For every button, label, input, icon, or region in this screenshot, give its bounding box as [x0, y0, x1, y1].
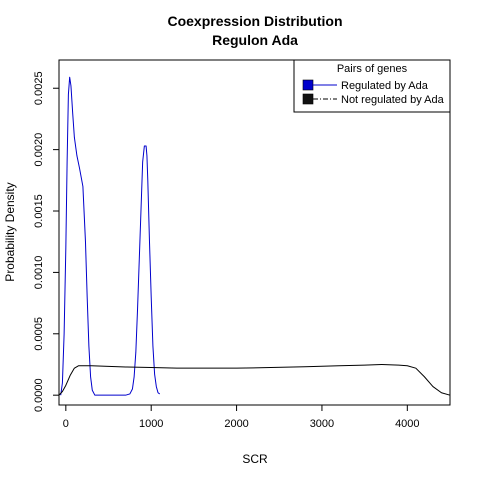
chart-subtitle: Regulon Ada: [212, 32, 298, 48]
plot-lines: [58, 76, 451, 396]
plot-frame: [58, 59, 451, 406]
y-axis-label: Probability Density: [3, 182, 17, 281]
legend-title: Pairs of genes: [337, 63, 408, 75]
x-axis: 0 1000 2000 3000 4000: [63, 405, 420, 430]
y-axis: 0.0000 0.0005 0.0010 0.0015 0.0020 0.0025: [33, 71, 59, 412]
legend-box: [293, 59, 451, 113]
y-tick-label: 0.0010: [33, 256, 45, 290]
x-tick-label: 4000: [395, 418, 419, 430]
y-tick-label: 0.0015: [33, 194, 45, 228]
legend-label-not-regulated: Not regulated by Ada: [341, 94, 445, 106]
legend: Pairs of genes Regulated by Ada Not regu…: [293, 59, 451, 113]
x-tick-label: 0: [63, 418, 69, 430]
series-line-regulated: [60, 76, 161, 396]
x-tick-label: 3000: [310, 418, 334, 430]
legend-label-regulated: Regulated by Ada: [341, 80, 429, 92]
x-tick-label: 2000: [224, 418, 248, 430]
legend-swatch-regulated: [302, 79, 314, 91]
x-tick-label: 1000: [139, 418, 163, 430]
y-tick-label: 0.0020: [33, 133, 45, 167]
y-tick-label: 0.0000: [33, 378, 45, 412]
y-tick-label: 0.0025: [33, 71, 45, 105]
y-tick-label: 0.0005: [33, 317, 45, 351]
series-line-not-regulated: [58, 363, 451, 396]
x-axis-label: SCR: [242, 452, 268, 466]
chart-title: Coexpression Distribution: [167, 13, 342, 29]
legend-swatch-not-regulated: [302, 93, 314, 105]
